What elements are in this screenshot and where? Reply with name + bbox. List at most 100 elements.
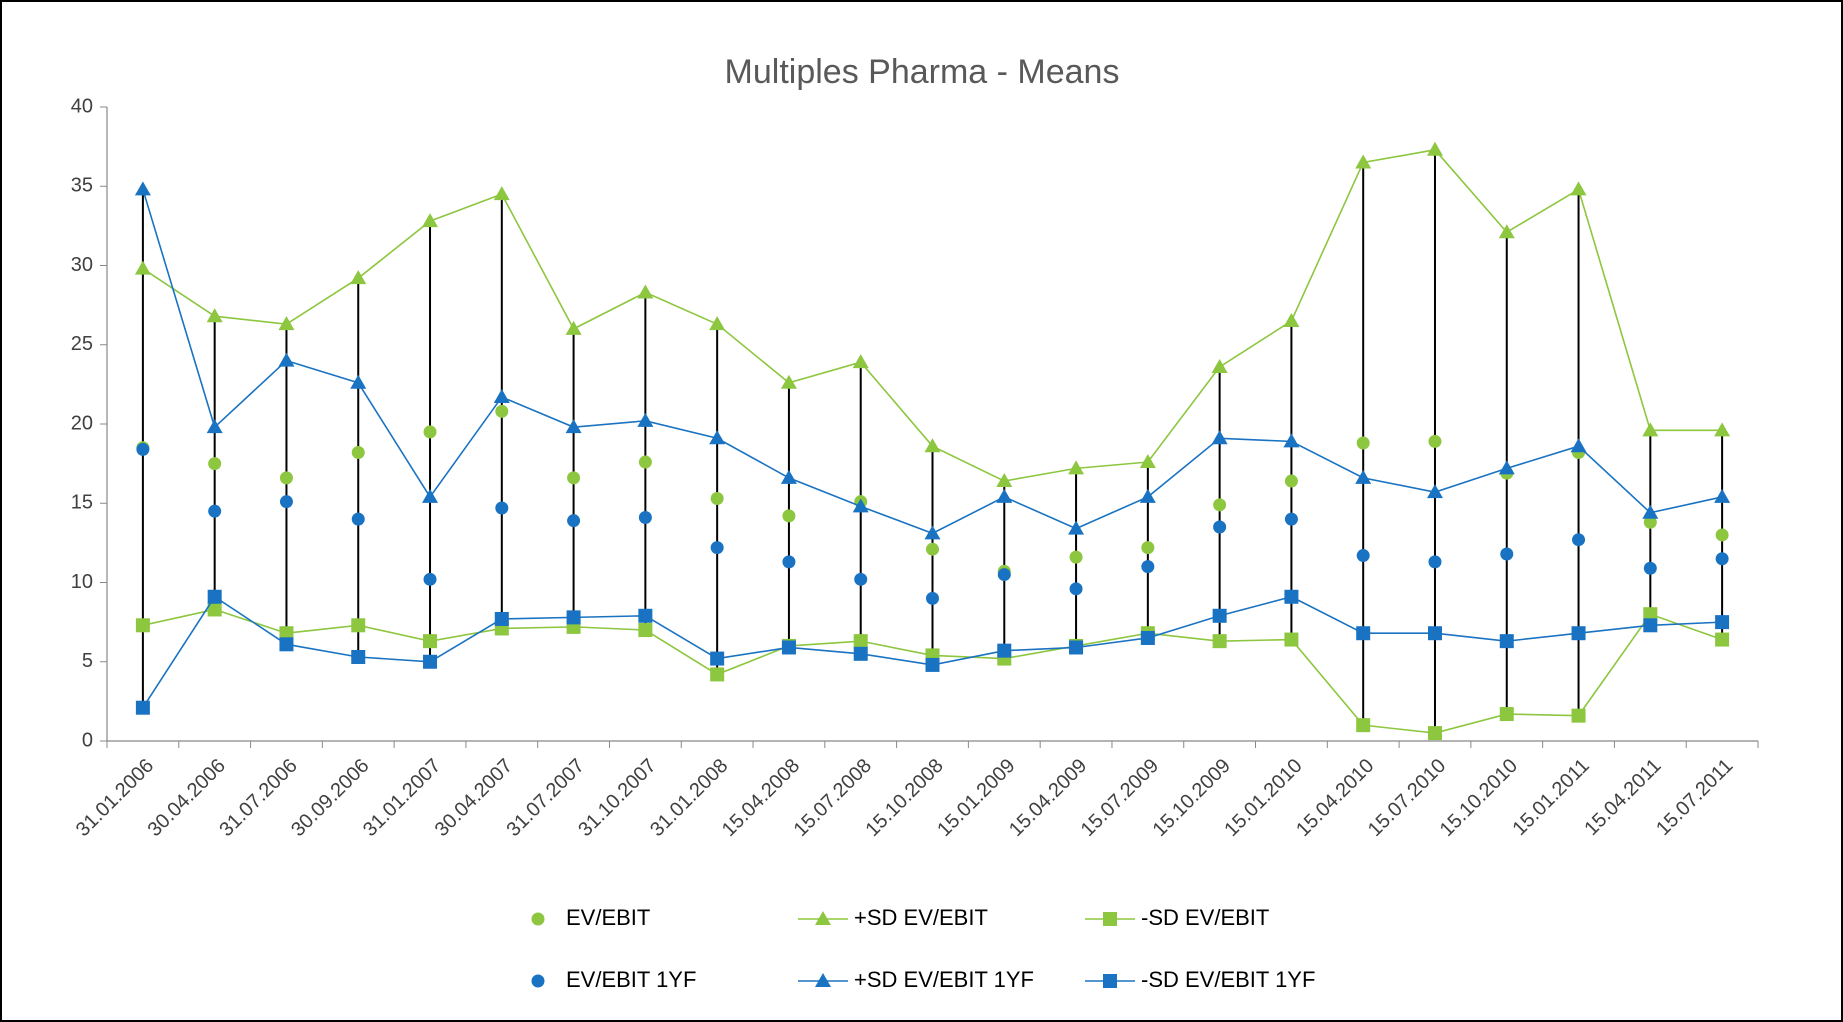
data-point [1714,422,1731,437]
data-point [1355,154,1372,169]
data-point [926,542,939,556]
data-point [1643,515,1657,529]
data-point [1068,460,1085,475]
legend-label: +SD EV/EBIT 1YF [854,967,1034,992]
data-point [1139,488,1156,503]
legend-marker [1103,974,1117,988]
data-point [208,457,222,471]
data-point [637,284,654,299]
data-point [422,488,439,503]
data-point [852,354,869,369]
data-point [782,555,796,569]
data-point [1356,626,1371,641]
data-point [780,469,797,484]
data-point [1069,640,1084,655]
data-point [852,498,869,513]
data-point [996,473,1013,488]
data-point [351,446,365,460]
data-point [710,541,724,555]
data-point [1069,550,1083,564]
data-point [1643,618,1658,633]
legend-label: +SD EV/EBIT [854,905,988,930]
data-point [1570,438,1587,453]
legend-label: EV/EBIT [566,905,650,930]
data-point [351,618,366,633]
data-point [1284,589,1299,604]
data-point [278,352,295,367]
legend-marker [815,911,831,925]
data-point [134,260,151,275]
data-point [1643,561,1657,575]
data-point [207,589,222,604]
data-point [493,389,510,404]
y-tick-label: 20 [71,412,93,434]
y-tick-label: 30 [71,254,93,276]
data-point [1356,549,1370,563]
data-point [206,308,223,323]
data-point [1211,358,1228,373]
data-point [997,643,1012,658]
data-point [1283,433,1300,448]
data-point [423,654,438,669]
data-point [1428,434,1442,448]
data-point [1643,607,1658,622]
y-tick-label: 0 [82,729,93,751]
data-point [278,316,295,331]
data-point [1068,520,1085,535]
legend-marker [1103,912,1117,926]
data-point [279,471,293,485]
data-point [495,404,509,418]
data-point [638,608,653,623]
data-point [1212,608,1227,623]
data-point [1140,630,1155,645]
legend-label: -SD EV/EBIT [1141,905,1269,930]
data-point [566,610,581,625]
data-point [1284,512,1298,526]
data-point [1498,460,1515,475]
data-point [1426,141,1443,156]
data-point [423,425,437,439]
data-point [1570,181,1587,196]
data-point [638,623,653,638]
data-point [1069,582,1083,596]
data-point [351,512,365,526]
data-point [780,374,797,389]
data-point [637,412,654,427]
data-point [1427,626,1442,641]
data-point [1499,634,1514,649]
data-point [565,320,582,335]
data-point [279,495,293,509]
data-point [854,572,868,586]
data-point [853,634,868,649]
data-point [1284,474,1298,488]
data-point [1715,552,1729,566]
data-point [208,504,222,518]
data-point [1141,541,1155,555]
data-point [135,618,150,633]
data-point [1356,436,1370,450]
data-point [279,626,294,641]
data-point [494,611,509,626]
data-point [1499,707,1514,722]
data-point [1213,498,1227,512]
data-point [1211,430,1228,445]
y-tick-label: 40 [71,95,93,117]
legend-label: -SD EV/EBIT 1YF [1141,967,1315,992]
data-point [422,213,439,228]
data-point [495,501,509,515]
data-point [925,657,940,672]
data-point [1715,632,1730,647]
data-point [1426,484,1443,499]
data-point [1355,469,1372,484]
data-point [781,640,796,655]
data-point [1571,708,1586,723]
data-point [351,649,366,664]
chart-title: Multiples Pharma - Means [725,53,1120,91]
data-point [1715,615,1730,630]
data-point [996,488,1013,503]
data-point [1139,454,1156,469]
data-point [423,634,438,649]
